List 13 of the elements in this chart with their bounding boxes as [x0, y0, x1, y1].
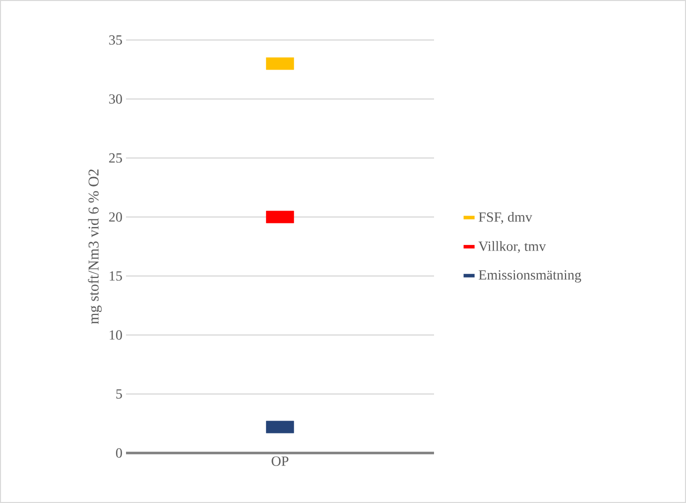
legend-label: FSF, dmv [478, 212, 532, 224]
y-tick-label: 20 [109, 212, 122, 222]
x-tick-label: OP [272, 456, 288, 466]
y-tick-label: 5 [116, 389, 122, 399]
y-tick-label: 10 [110, 330, 122, 340]
y-tick-label: 0 [116, 448, 122, 458]
legend-label: Emissionsmätning [478, 270, 582, 283]
y-tick-label: 15 [110, 271, 122, 281]
y-axis-title: mg stoft/Nm3 vid 6 % O2 [88, 169, 102, 324]
y-tick-label: 25 [109, 153, 122, 163]
legend-label: Villkor, tmv [478, 241, 546, 253]
y-tick-label: 30 [109, 94, 122, 104]
y-tick-label: 35 [109, 35, 122, 45]
